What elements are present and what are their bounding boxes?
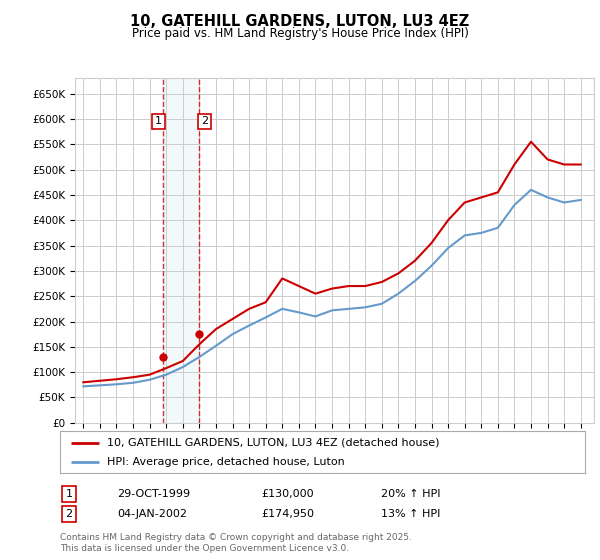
Text: 1: 1 (155, 116, 162, 127)
Text: HPI: Average price, detached house, Luton: HPI: Average price, detached house, Luto… (107, 457, 345, 467)
Text: 13% ↑ HPI: 13% ↑ HPI (381, 509, 440, 519)
Bar (163, 78, 199, 423)
Text: 10, GATEHILL GARDENS, LUTON, LU3 4EZ: 10, GATEHILL GARDENS, LUTON, LU3 4EZ (130, 14, 470, 29)
Text: 29-OCT-1999: 29-OCT-1999 (117, 489, 190, 499)
Text: 04-JAN-2002: 04-JAN-2002 (117, 509, 187, 519)
Text: Price paid vs. HM Land Registry's House Price Index (HPI): Price paid vs. HM Land Registry's House … (131, 27, 469, 40)
Text: 10, GATEHILL GARDENS, LUTON, LU3 4EZ (detached house): 10, GATEHILL GARDENS, LUTON, LU3 4EZ (de… (107, 437, 440, 447)
Text: 20% ↑ HPI: 20% ↑ HPI (381, 489, 440, 499)
Text: 2: 2 (65, 509, 73, 519)
Text: £130,000: £130,000 (261, 489, 314, 499)
Text: £174,950: £174,950 (261, 509, 314, 519)
Text: Contains HM Land Registry data © Crown copyright and database right 2025.
This d: Contains HM Land Registry data © Crown c… (60, 533, 412, 553)
Text: 1: 1 (65, 489, 73, 499)
Text: 2: 2 (201, 116, 208, 127)
